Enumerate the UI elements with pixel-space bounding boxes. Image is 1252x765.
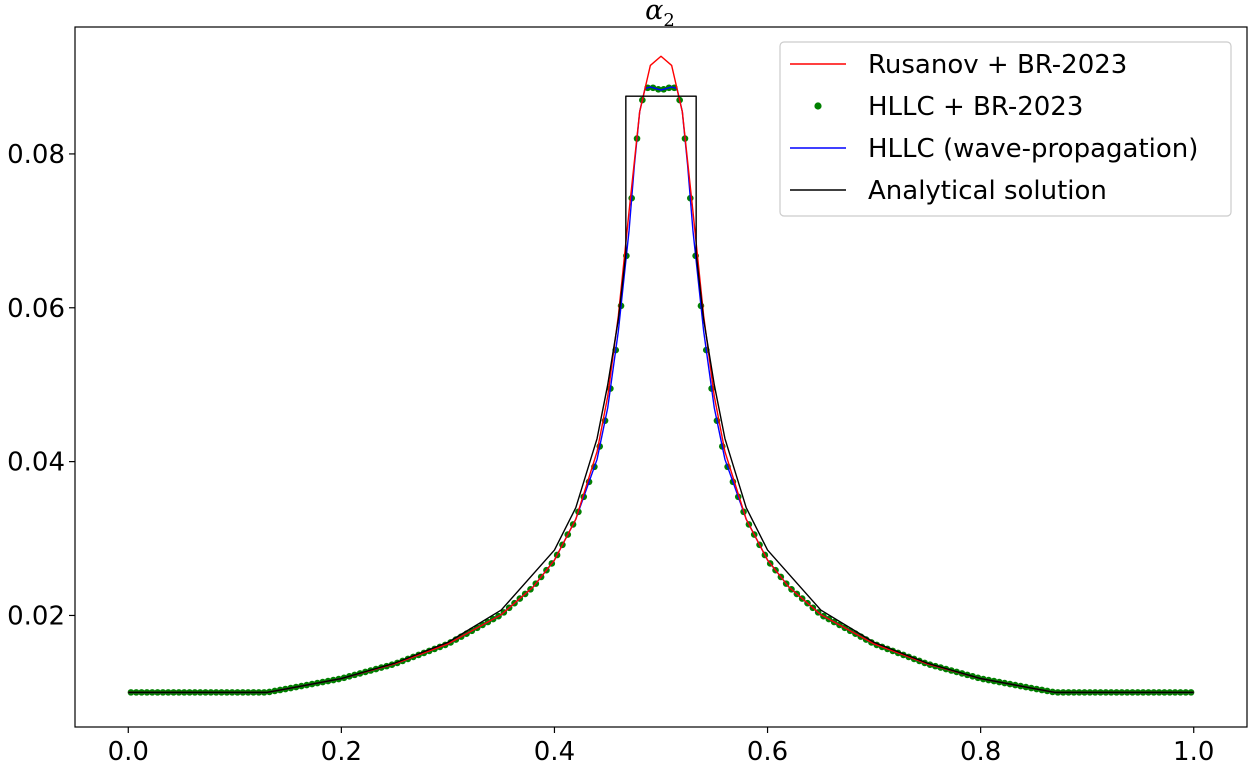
legend-box <box>779 41 1232 217</box>
chart-title-subscript: 2 <box>663 10 674 31</box>
x-tick-label: 0.4 <box>534 737 575 765</box>
legend-label: Rusanov + BR-2023 <box>868 50 1127 80</box>
axes-frame <box>74 26 1248 728</box>
legend-item: Analytical solution <box>790 176 1107 206</box>
x-tick-label: 1.0 <box>1173 737 1214 765</box>
chart-title: α2 <box>645 0 675 31</box>
legend-item: Rusanov + BR-2023 <box>790 50 1127 80</box>
x-axis: 0.0 0.2 0.4 0.6 0.8 1.0 <box>108 727 1214 765</box>
x-tick-label: 0.2 <box>321 737 362 765</box>
legend-item: HLLC (wave-propagation) <box>790 134 1198 164</box>
x-tick-label: 0.6 <box>747 737 788 765</box>
legend: Rusanov + BR-2023 HLLC + BR-2023 HLLC (wav… <box>779 41 1232 217</box>
series-line-rusanov-br-2023 <box>128 55 1194 694</box>
y-tick-label: 0.04 <box>7 448 65 478</box>
legend-label: HLLC (wave-propagation) <box>868 134 1198 164</box>
x-tick-label: 0.8 <box>960 737 1001 765</box>
y-tick-label: 0.08 <box>7 140 65 170</box>
legend-item: HLLC + BR-2023 <box>814 92 1083 122</box>
y-axis: 0.02 0.04 0.06 0.08 <box>7 140 75 631</box>
legend-label: HLLC + BR-2023 <box>868 92 1083 122</box>
x-tick-label: 0.0 <box>108 737 149 765</box>
series-line-analytical-solution <box>128 95 1194 694</box>
y-tick-label: 0.06 <box>7 294 65 324</box>
legend-marker <box>814 102 822 110</box>
y-tick-label: 0.02 <box>7 601 65 631</box>
chart-title-symbol: α <box>645 0 663 26</box>
legend-label: Analytical solution <box>868 176 1107 206</box>
